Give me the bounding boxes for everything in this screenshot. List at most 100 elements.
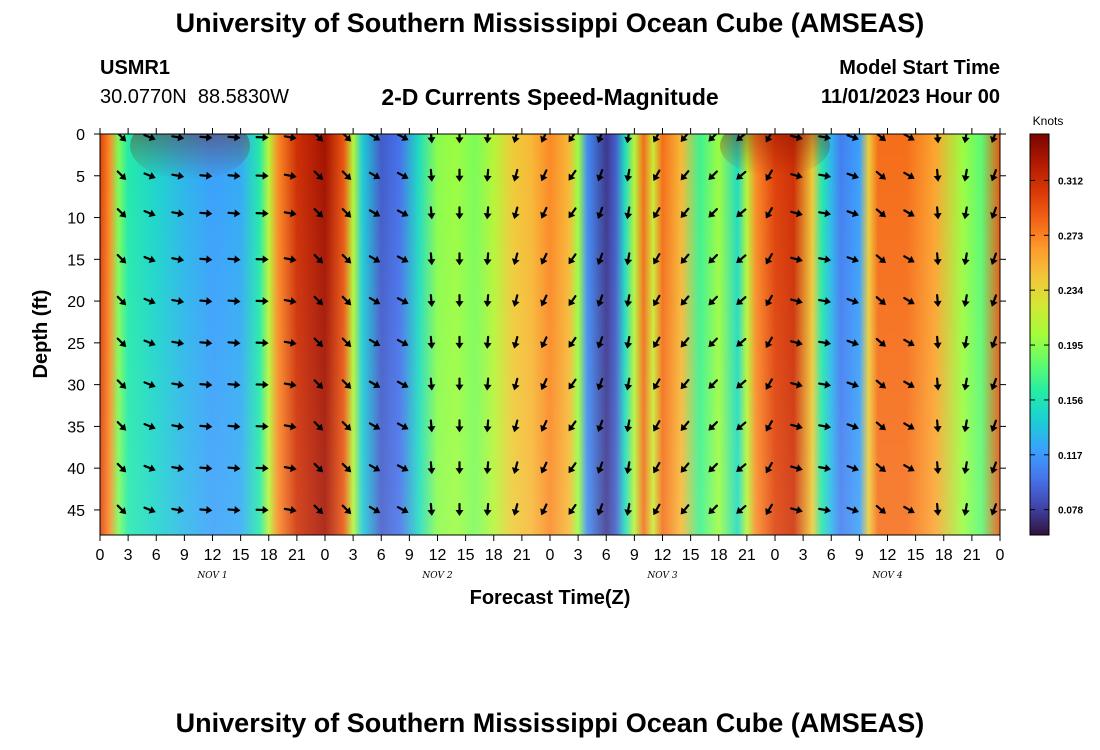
current-arrow [736, 170, 747, 180]
depth-shading [100, 134, 1000, 535]
surface-jet-1 [130, 134, 250, 180]
current-arrow [736, 296, 747, 305]
model-start-value: 11/01/2023 Hour 00 [820, 86, 1000, 108]
current-arrow [368, 464, 381, 472]
current-arrow [368, 422, 381, 430]
y-tick-label: 30 [67, 378, 85, 395]
current-arrow [708, 337, 718, 348]
current-arrow [933, 419, 942, 433]
current-arrow [875, 208, 886, 218]
current-arrow [313, 170, 324, 181]
current-arrow [624, 168, 633, 182]
current-arrow [427, 461, 436, 475]
current-arrow [818, 505, 832, 514]
current-arrow [790, 209, 803, 218]
current-arrow [511, 503, 520, 516]
current-arrow [652, 378, 661, 390]
x-tick-label: 21 [738, 547, 756, 564]
colorbar-tick-label: 0.078 [1058, 506, 1083, 517]
current-arrow [596, 206, 604, 220]
current-arrow [680, 337, 690, 348]
current-arrow [341, 170, 352, 181]
current-arrow [990, 336, 998, 349]
current-arrow [990, 294, 998, 307]
colorbar-tick-label: 0.273 [1058, 231, 1083, 242]
current-arrow [427, 377, 436, 391]
current-arrow [624, 377, 633, 391]
current-arrow [596, 377, 604, 391]
current-arrow [283, 422, 297, 431]
current-arrow [313, 253, 324, 264]
current-arrow [199, 134, 213, 142]
current-arrow [483, 294, 492, 308]
x-axis: 0 3 6 9 12 15 18 21 0 3 6 9 12 15 18 21 0 3 6 9 12 15 18 21 0 3 6 9… [96, 128, 1005, 564]
x-tick-label: 18 [710, 547, 728, 564]
current-arrow [368, 255, 381, 263]
current-arrow [680, 462, 690, 473]
current-arrow [790, 422, 803, 431]
current-arrow [818, 338, 832, 347]
current-arrow [568, 503, 577, 515]
current-arrow [227, 134, 241, 142]
current-arrow [283, 380, 297, 389]
current-arrow [143, 339, 156, 347]
current-arrow [455, 461, 464, 475]
current-arrow [171, 505, 185, 514]
current-arrow [255, 464, 269, 473]
current-arrow [455, 206, 464, 220]
current-arrow [368, 338, 381, 347]
current-arrow [171, 255, 185, 264]
current-arrow [283, 297, 297, 306]
current-arrow [624, 134, 633, 144]
current-arrow [283, 255, 297, 264]
current-arrow [846, 255, 859, 264]
current-arrow [624, 461, 633, 475]
x-tick-label: 3 [124, 547, 133, 564]
current-arrow [875, 170, 886, 180]
y-tick-label: 0 [76, 127, 85, 144]
current-arrow [568, 295, 577, 306]
current-arrow [341, 208, 352, 218]
current-arrow [846, 506, 859, 514]
current-arrow [903, 422, 915, 430]
current-arrow [990, 169, 998, 182]
current-arrow [455, 252, 464, 266]
current-arrow [903, 338, 915, 347]
current-arrow [961, 461, 970, 475]
current-arrow [171, 464, 185, 473]
current-arrow [680, 170, 690, 181]
current-arrow [568, 336, 577, 348]
current-arrow [875, 504, 886, 514]
current-arrow [708, 379, 718, 389]
current-arrow [961, 502, 970, 516]
current-arrow [846, 422, 859, 431]
current-arrow [624, 419, 633, 433]
current-arrow [255, 134, 269, 142]
current-arrow [903, 296, 915, 305]
current-arrow [903, 505, 915, 514]
current-arrow [933, 461, 942, 475]
current-arrow [341, 462, 352, 473]
current-arrow [483, 206, 492, 220]
current-arrow [680, 207, 690, 218]
current-arrow [283, 505, 297, 514]
current-arrow [341, 379, 352, 389]
x-tick-label: 15 [907, 547, 925, 564]
x-tick-label: 0 [996, 547, 1005, 564]
current-arrow [511, 206, 520, 220]
current-arrow [396, 209, 409, 217]
current-arrow [511, 252, 520, 266]
current-arrow [227, 171, 241, 180]
current-arrow [540, 378, 548, 391]
current-arrow [227, 464, 241, 473]
current-arrow [708, 253, 718, 264]
x-tick-label: 0 [96, 547, 105, 564]
current-arrow [765, 461, 773, 474]
x-tick-label: 6 [152, 547, 161, 564]
current-arrow [227, 422, 241, 431]
current-arrow [765, 420, 773, 432]
current-arrow [396, 422, 409, 430]
current-arrow [933, 206, 942, 220]
current-arrow [765, 503, 773, 516]
